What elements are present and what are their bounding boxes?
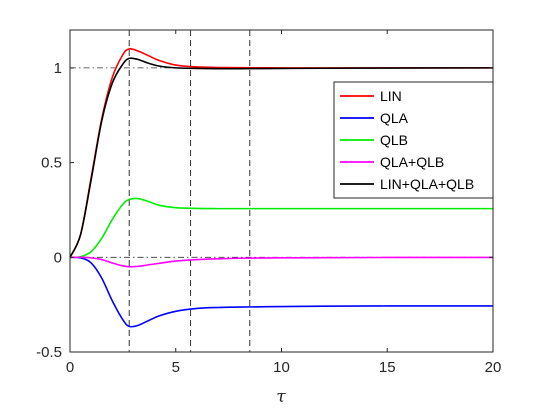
ticks: 0 5 10 15 20-0.500.51	[36, 30, 501, 376]
legend-label: LIN	[380, 88, 402, 104]
legend-label: QLA	[380, 110, 409, 126]
x-tick-label: 20	[485, 359, 502, 376]
series-line-lin-plus-qla-plus-qlb	[69, 57, 494, 258]
x-axis-label: τ	[276, 387, 286, 407]
series-line-qlb	[69, 197, 493, 259]
y-tick-label: 0	[54, 249, 62, 266]
series-layer	[69, 47, 494, 328]
y-tick-label: 1	[54, 60, 62, 77]
y-tick-label: 0.5	[41, 155, 62, 172]
legend-box	[333, 81, 494, 199]
legend-label: QLA+QLB	[380, 154, 444, 170]
x-tick-label: 0	[66, 359, 74, 376]
x-tick-label: 15	[379, 359, 396, 376]
legend-label: QLB	[380, 132, 408, 148]
x-tick-label: 5	[172, 359, 180, 376]
series-line-qla-plus-qlb	[69, 256, 494, 268]
legend-label: LIN+QLA+QLB	[380, 176, 474, 192]
series-line-qla	[69, 256, 494, 328]
legend: LIN QLA QLB QLA+QLB LIN+QLA+QLB	[333, 81, 494, 199]
x-tick-label: 10	[273, 359, 290, 376]
y-tick-label: -0.5	[36, 344, 62, 361]
